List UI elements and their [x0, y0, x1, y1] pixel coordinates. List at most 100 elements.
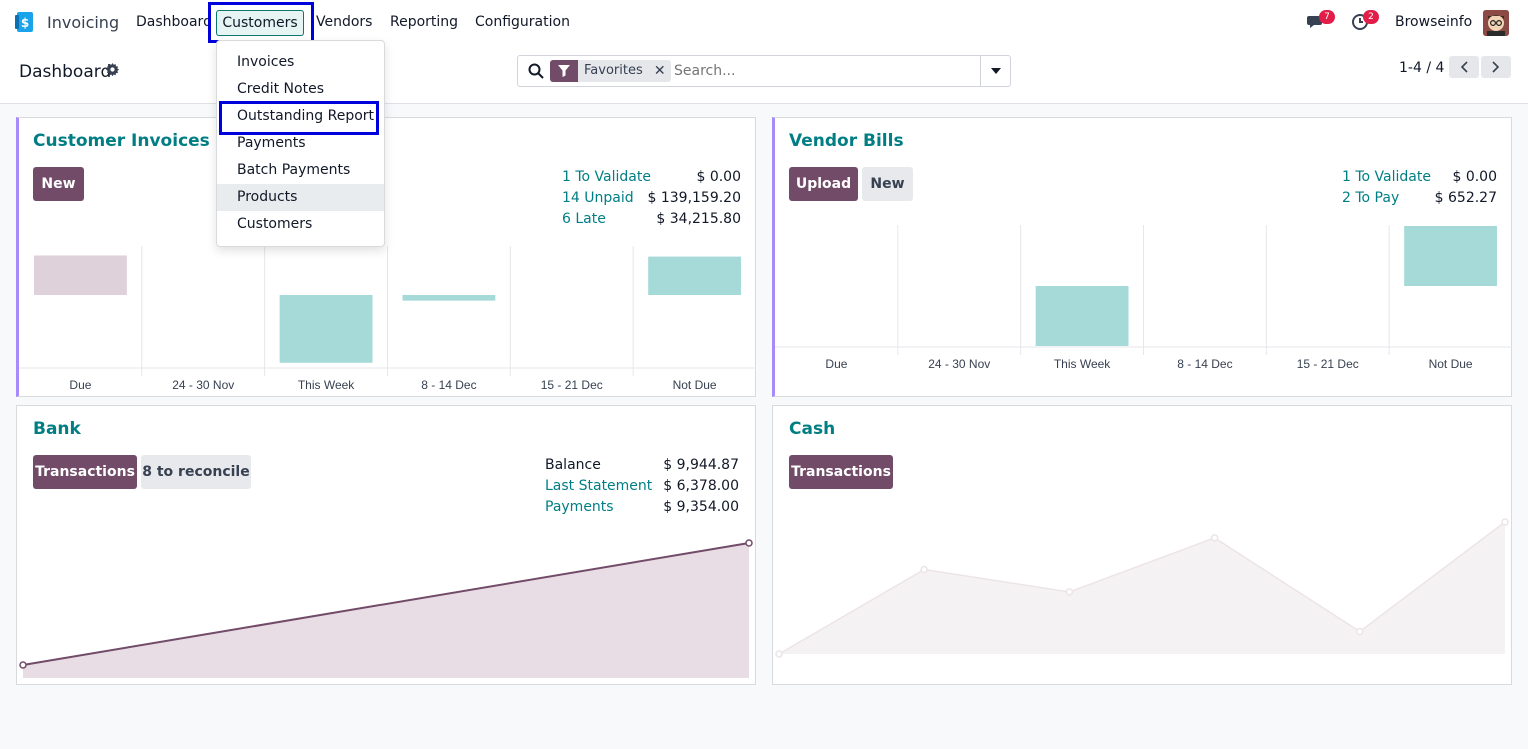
x-tick-label: 15 - 21 Dec [1297, 357, 1359, 371]
menu-item-customers[interactable]: Customers [237, 216, 313, 232]
bank-balance-chart[interactable] [17, 406, 755, 684]
customer-invoices-chart[interactable]: Due 24 - 30 Nov This Week 8 - 14 Dec 15 - 21… [19, 118, 756, 396]
cash-balance-chart[interactable] [773, 406, 1511, 684]
balance-label: Balance [545, 457, 601, 473]
menu-vendors[interactable]: Vendors [316, 14, 373, 30]
late-amount: $ 34,215.80 [656, 211, 741, 227]
card-title[interactable]: Vendor Bills [789, 131, 904, 151]
menu-dashboard[interactable]: Dashboard [136, 14, 212, 30]
data-point [775, 650, 783, 658]
x-tick-label: Due [69, 378, 91, 392]
upload-bill-button[interactable]: Upload [789, 167, 858, 201]
data-point [745, 539, 753, 547]
x-tick-label: Not Due [1429, 357, 1473, 371]
bar-not-due [1404, 226, 1497, 286]
highlight-box-customers [208, 2, 314, 43]
bar-due [34, 255, 127, 295]
balance-amount: $ 9,944.87 [663, 457, 739, 473]
data-point [1356, 627, 1364, 636]
caret-down-icon [990, 68, 1001, 74]
messages-icon[interactable] [1306, 13, 1326, 31]
search-icon[interactable] [528, 63, 544, 79]
vendor-bills-chart[interactable]: Due 24 - 30 Nov This Week 8 - 14 Dec 15 - 21… [775, 118, 1512, 396]
gear-icon[interactable] [106, 63, 119, 76]
card-title[interactable]: Cash [789, 419, 836, 439]
menu-configuration[interactable]: Configuration [475, 14, 570, 30]
chevron-right-icon [1492, 61, 1500, 73]
data-point [920, 565, 928, 574]
to-validate-link[interactable]: 1 To Validate [1342, 169, 1431, 185]
unpaid-link[interactable]: 14 Unpaid [562, 190, 634, 206]
cash-transactions-button[interactable]: Transactions [789, 455, 893, 489]
menu-item-credit-notes[interactable]: Credit Notes [237, 81, 324, 97]
to-validate-link[interactable]: 1 To Validate [562, 169, 651, 185]
data-point [19, 661, 27, 669]
bank-transactions-button[interactable]: Transactions [33, 455, 137, 489]
facet-label: Favorites [578, 60, 649, 82]
new-invoice-button[interactable]: New [33, 167, 84, 201]
new-bill-button[interactable]: New [862, 167, 913, 201]
pager-previous-button[interactable] [1449, 56, 1479, 78]
series-line [778, 521, 1506, 655]
user-avatar[interactable] [1483, 10, 1509, 36]
area-fill [23, 543, 749, 678]
search-bar: Favorites ✕ [517, 55, 1011, 87]
last-statement-amount: $ 6,378.00 [663, 478, 739, 494]
highlight-box-outstanding-report [219, 101, 379, 135]
to-reconcile-button[interactable]: 8 to reconcile [141, 455, 251, 489]
remove-facet-icon[interactable]: ✕ [648, 60, 671, 82]
menu-item-outstanding-report[interactable]: Outstanding Report [237, 108, 375, 124]
messages-badge: 7 [1319, 10, 1335, 24]
search-input[interactable] [674, 60, 974, 82]
x-tick-label: 24 - 30 Nov [172, 378, 234, 392]
data-point [1210, 534, 1219, 542]
x-tick-label: This Week [1054, 357, 1111, 371]
late-link[interactable]: 6 Late [562, 211, 606, 227]
menu-item-products[interactable]: Products [217, 184, 384, 211]
bar-8---14-dec [402, 295, 496, 301]
favorites-facet[interactable]: Favorites ✕ [550, 60, 671, 82]
card-title[interactable]: Customer Invoices [33, 131, 210, 151]
vendor-bills-card: Vendor Bills Upload New 1 To Validate $ … [772, 117, 1512, 397]
last-statement-link[interactable]: Last Statement [545, 478, 653, 494]
chevron-left-icon [1460, 61, 1468, 73]
menu-reporting[interactable]: Reporting [390, 14, 459, 30]
x-tick-label: Due [825, 357, 847, 371]
series-line [22, 542, 750, 666]
x-tick-label: 8 - 14 Dec [1177, 357, 1232, 371]
app-name[interactable]: Invoicing [47, 13, 120, 32]
card-title[interactable]: Bank [33, 419, 81, 439]
x-tick-label: 24 - 30 Nov [928, 357, 990, 371]
svg-text:$: $ [21, 16, 29, 30]
x-tick-label: 15 - 21 Dec [541, 378, 603, 392]
user-name[interactable]: Browseinfo [1395, 14, 1473, 30]
data-point [1501, 518, 1509, 526]
cash-card: Cash Transactions [772, 405, 1512, 685]
x-tick-label: 8 - 14 Dec [421, 378, 476, 392]
bank-card: Bank Transactions 8 to reconcile Balance… [16, 405, 756, 685]
search-options-toggle[interactable] [980, 56, 1010, 86]
invoicing-app-icon[interactable]: $ [15, 12, 35, 32]
top-navbar: $ Invoicing Dashboard Customers Vendors … [0, 0, 1528, 46]
unpaid-amount: $ 139,159.20 [647, 190, 741, 206]
payments-link[interactable]: Payments [545, 499, 614, 515]
bar-this-week [279, 295, 373, 363]
x-tick-label: This Week [298, 378, 355, 392]
bar-this-week [1035, 286, 1129, 346]
activities-badge: 2 [1363, 10, 1379, 24]
payments-amount: $ 9,354.00 [663, 499, 739, 515]
bar-not-due [648, 256, 741, 295]
to-validate-amount: $ 0.00 [1452, 169, 1497, 185]
filter-icon [550, 60, 578, 82]
menu-item-invoices[interactable]: Invoices [237, 54, 295, 70]
menu-item-payments[interactable]: Payments [237, 135, 306, 151]
pager-value[interactable]: 1-4 / 4 [1399, 60, 1445, 76]
pager-next-button[interactable] [1481, 56, 1511, 78]
to-validate-amount: $ 0.00 [696, 169, 741, 185]
customers-dropdown-menu: Invoices Credit Notes Outstanding Report… [216, 40, 385, 247]
data-point [1065, 588, 1074, 596]
x-tick-label: Not Due [673, 378, 717, 392]
to-pay-link[interactable]: 2 To Pay [1342, 190, 1400, 206]
menu-customers[interactable]: Customers [216, 10, 304, 36]
menu-item-batch-payments[interactable]: Batch Payments [237, 162, 351, 178]
